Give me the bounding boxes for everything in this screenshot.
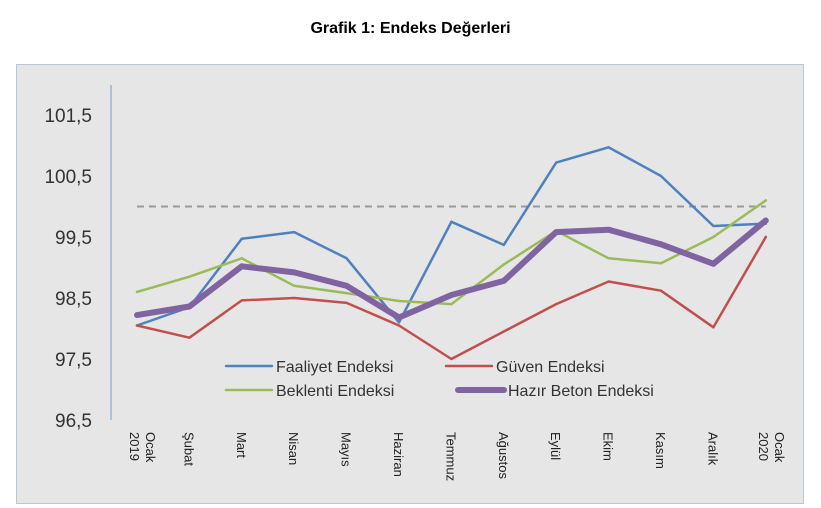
series-1-point [555, 302, 558, 306]
series-1-point [188, 336, 191, 339]
x-tick-label: Eylül [548, 432, 563, 460]
x-tick-label: Mayıs [339, 432, 354, 467]
series-3-point [291, 269, 297, 275]
series-0-point [293, 230, 296, 234]
x-tick-label: Şubat [181, 432, 196, 466]
series-2-point [345, 291, 348, 295]
series-0-point [712, 224, 715, 228]
series-2-point [240, 257, 243, 260]
series-3-point [344, 283, 350, 289]
series-2-point [397, 299, 401, 303]
series-2-point [502, 263, 505, 266]
series-0-point [555, 161, 558, 164]
y-tick-label: 97,5 [55, 350, 92, 371]
series-0-point [397, 321, 401, 324]
series-3-point [606, 227, 612, 233]
legend-label-1: Güven Endeksi [496, 359, 605, 376]
x-tick-label: Ocak [143, 432, 158, 463]
series-3-point [448, 292, 454, 298]
series-2-point [764, 199, 767, 202]
series-0-point [659, 174, 663, 178]
series-1-point [450, 357, 453, 361]
chart-title: Grafik 1: Endeks Değerleri [310, 20, 511, 37]
series-2-point [293, 284, 296, 287]
series-0-point [240, 237, 243, 241]
x-tick-label: Haziran [391, 432, 406, 477]
x-tick-label: Nisan [286, 432, 301, 465]
series-2-point [712, 235, 715, 239]
y-tick-label: 96,5 [55, 411, 92, 432]
x-tick-label: 2019 [127, 432, 142, 461]
series-0-point [450, 220, 453, 223]
series-2-point [659, 262, 663, 265]
series-1-point [345, 301, 348, 305]
x-tick-label: Temmuz [443, 432, 458, 481]
legend-label-0: Faaliyet Endeksi [276, 359, 393, 376]
series-0-point [502, 243, 505, 247]
x-tick-label: Kasım [653, 432, 668, 469]
series-3-point [186, 304, 192, 310]
x-tick-label: Ocak [772, 432, 787, 463]
series-3-point [396, 315, 402, 321]
series-1-point [659, 289, 663, 292]
series-1-point [135, 324, 139, 327]
series-0-point [607, 146, 610, 149]
x-tick-label: 2020 [756, 432, 771, 461]
legend-label-2: Beklenti Endeksi [276, 383, 394, 400]
series-1-point [240, 299, 243, 302]
series-1-point [764, 235, 767, 239]
series-2-point [188, 275, 191, 278]
x-tick-label: Mart [234, 432, 249, 458]
x-tick-label: Ekim [601, 432, 616, 461]
y-tick-label: 99,5 [55, 228, 92, 249]
series-2-point [450, 302, 453, 306]
series-1-point [502, 330, 505, 333]
series-1-point [397, 324, 401, 327]
y-tick-label: 101,5 [44, 106, 92, 127]
series-3-point [134, 312, 140, 318]
series-0-point [345, 257, 348, 260]
x-tick-label: Ağustos [496, 432, 511, 479]
series-3-point [763, 218, 769, 224]
legend-label-3: Hazır Beton Endeksi [508, 383, 654, 400]
series-3-point [658, 241, 664, 247]
series-3-point [501, 278, 507, 284]
series-3-point [553, 229, 559, 235]
series-1-point [293, 296, 296, 300]
y-tick-label: 100,5 [44, 167, 92, 188]
y-tick-label: 98,5 [55, 289, 92, 310]
series-3-point [239, 263, 245, 269]
series-2-point [607, 257, 610, 260]
series-2-point [135, 290, 139, 294]
series-1-point [712, 326, 715, 329]
x-tick-label: Aralık [705, 432, 720, 466]
series-1-point [607, 280, 610, 283]
series-3-point [710, 261, 716, 267]
plot-panel [16, 64, 804, 504]
